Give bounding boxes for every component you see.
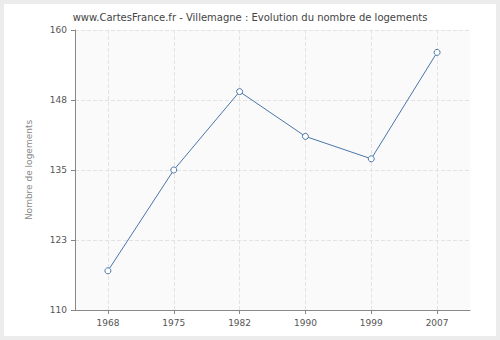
svg-text:110: 110 xyxy=(50,305,67,315)
svg-text:135: 135 xyxy=(50,165,67,175)
svg-text:1999: 1999 xyxy=(360,318,383,328)
svg-text:1990: 1990 xyxy=(294,318,317,328)
svg-text:1982: 1982 xyxy=(228,318,251,328)
svg-text:1975: 1975 xyxy=(162,318,185,328)
svg-text:Nombre de logements: Nombre de logements xyxy=(24,120,34,221)
svg-text:1968: 1968 xyxy=(96,318,119,328)
svg-text:2007: 2007 xyxy=(426,318,449,328)
svg-text:160: 160 xyxy=(50,25,67,35)
svg-text:123: 123 xyxy=(50,235,67,245)
svg-text:148: 148 xyxy=(50,95,67,105)
svg-text:www.CartesFrance.fr - Villemag: www.CartesFrance.fr - Villemagne : Evolu… xyxy=(73,12,428,23)
